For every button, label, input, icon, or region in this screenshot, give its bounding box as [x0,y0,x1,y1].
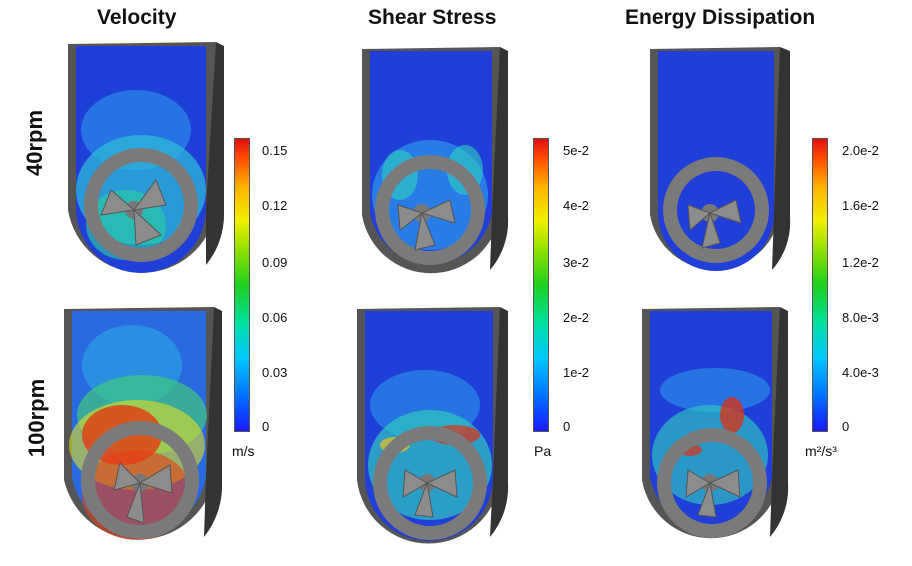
energy-dissipation-tick: 1.6e-2 [842,198,879,213]
shear-stress-tick: 0 [563,419,571,434]
colorbar-velocity [234,138,250,432]
panel-shear-stress-100rpm [357,307,509,544]
velocity-tick: 0.06 [262,310,288,325]
colorbar-shear-stress [533,138,549,432]
shear-stress-tick: 3e-2 [563,255,590,270]
column-title-velocity: Velocity [97,6,177,29]
shear-stress-tick: 4e-2 [563,198,590,213]
column-title-energy-dissipation: Energy Dissipation [625,6,816,29]
energy-dissipation-tick: 4.0e-3 [842,365,879,380]
velocity-unit: m/s [232,443,255,459]
panel-velocity-40rpm [68,42,225,273]
energy-dissipation-tick: 0 [842,419,850,434]
shear-stress-unit: Pa [534,443,552,459]
velocity-tick: 0.03 [262,365,288,380]
panel-shear-stress-40rpm [362,47,509,274]
row-label-100rpm: 100rpm [24,378,49,458]
energy-dissipation-tick: 8.0e-3 [842,310,879,325]
panel-energy-dissipation-40rpm [650,47,791,271]
energy-dissipation-unit: m²/s³ [805,443,837,459]
impeller-ring [84,148,198,262]
velocity-tick: 0.09 [262,255,288,270]
shear-stress-tick: 2e-2 [563,310,590,325]
colorbar-energy-dissipation [812,138,828,432]
panel-velocity-100rpm [64,307,223,540]
energy-dissipation-tick: 2.0e-2 [842,143,879,158]
shear-stress-tick: 5e-2 [563,143,590,158]
shear-stress-tick: 1e-2 [563,365,590,380]
velocity-tick: 0 [262,419,270,434]
energy-dissipation-tick: 1.2e-2 [842,255,879,270]
panel-energy-dissipation-100rpm [642,307,789,539]
row-label-40rpm: 40rpm [22,109,47,177]
velocity-tick: 0.15 [262,143,288,158]
column-title-shear-stress: Shear Stress [368,6,497,29]
velocity-tick: 0.12 [262,198,288,213]
